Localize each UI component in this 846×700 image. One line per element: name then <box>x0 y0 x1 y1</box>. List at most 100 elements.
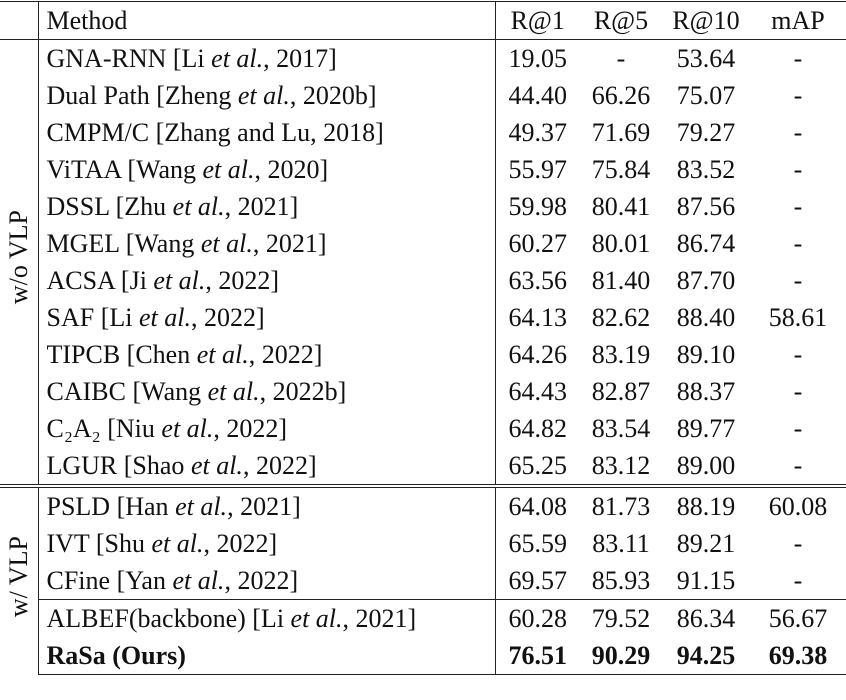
method-text: et al. <box>190 451 243 480</box>
value-cell: - <box>793 340 803 369</box>
method-cell: MGEL [Wang et al., 2021] <box>38 225 496 262</box>
method-cell: Dual Path [Zheng et al., 2020b] <box>38 77 496 114</box>
method-text: DSSL [Zhu <box>46 192 173 221</box>
method-cell: IVT [Shu et al., 2022] <box>38 525 496 562</box>
value-cell: - <box>793 266 803 295</box>
method-text: SAF [Li <box>46 303 139 332</box>
method-text: RaSa (Ours) <box>46 641 186 670</box>
table-row: MGEL [Wang et al., 2021] 60.27 80.01 86.74 - <box>0 225 846 262</box>
value-cell: 87.56 <box>676 192 736 221</box>
method-cell: PSLD [Han et al., 2021] <box>38 484 496 525</box>
value-cell: 60.28 <box>495 599 580 637</box>
table-row: w/ VLP PSLD [Han et al., 2021] 64.08 81.73 8… <box>0 484 846 675</box>
method-text: et al. <box>138 303 191 332</box>
value-cell: 86.34 <box>662 599 750 637</box>
value-cell: 76.51 <box>495 637 580 675</box>
column-header: Method <box>38 1 496 40</box>
table-row: C₂A₂ [Niu et al., 2022] 64.82 83.54 89.77 - <box>0 410 846 447</box>
method-text: , 2022b] <box>259 377 347 406</box>
value-cell: 82.62 <box>591 303 651 332</box>
table-row: RaSa (Ours) 76.51 90.29 94.25 69.38 <box>0 637 846 675</box>
value-cell: 65.59 <box>508 529 568 558</box>
value-cell: 89.10 <box>676 340 736 369</box>
method-text: CMPM/C [Zhang and Lu, 2018] <box>46 118 384 147</box>
group-label-cell: w/o VLP <box>0 39 39 486</box>
value-cell: - <box>616 44 626 73</box>
method-text: et al. <box>175 492 228 521</box>
table-row: CAIBC [Wang et al., 2022b] 64.43 82.87 88.3… <box>0 373 846 410</box>
value-cell: 59.98 <box>508 192 568 221</box>
value-cell: 69.57 <box>508 566 568 595</box>
method-text: , 2021] <box>342 604 417 633</box>
method-text: et al. <box>196 340 249 369</box>
value-cell: 88.40 <box>676 303 736 332</box>
method-text: et al. <box>200 229 253 258</box>
column-header: R@5 <box>580 1 662 40</box>
header-row: Method R@1 R@5 R@10 mAP <box>0 1 846 40</box>
value-cell: 79.52 <box>580 599 662 637</box>
group-header <box>0 1 39 40</box>
value-cell: 60.27 <box>508 229 568 258</box>
method-cell: LGUR [Shao et al., 2022] <box>38 447 496 486</box>
value-cell: - <box>793 118 803 147</box>
table-row: Dual Path [Zheng et al., 2020b] 44.40 66.2… <box>0 77 846 114</box>
value-cell: 89.77 <box>676 414 736 443</box>
method-text: , 2021] <box>224 192 299 221</box>
method-text: , 2022] <box>248 340 323 369</box>
value-cell: - <box>793 566 803 595</box>
value-cell: 64.82 <box>508 414 568 443</box>
method-text: IVT [Shu <box>46 529 152 558</box>
value-cell: 58.61 <box>768 303 828 332</box>
results-table: Method R@1 R@5 R@10 mAP w/o VLP GNA-RNN [Li et… <box>0 1 846 675</box>
method-cell: TIPCB [Chen et al., 2022] <box>38 336 496 373</box>
table-row: w/o VLP GNA-RNN [Li et al., 2017] 19.05-53… <box>0 39 846 486</box>
value-cell: 79.27 <box>676 118 736 147</box>
value-cell: 66.26 <box>591 81 651 110</box>
value-cell: 63.56 <box>508 266 568 295</box>
value-cell: 83.19 <box>591 340 651 369</box>
method-cell: CMPM/C [Zhang and Lu, 2018] <box>38 114 496 151</box>
method-text: et al. <box>211 44 264 73</box>
method-text: et al. <box>172 566 225 595</box>
value-cell: - <box>793 44 803 73</box>
method-cell: DSSL [Zhu et al., 2021] <box>38 188 496 225</box>
method-cell: C₂A₂ [Niu et al., 2022] <box>38 410 496 447</box>
column-header: R@10 <box>662 1 750 40</box>
method-text: , 2020b] <box>289 81 377 110</box>
method-cell: CFine [Yan et al., 2022] <box>38 562 496 600</box>
table-row: ALBEF(backbone) [Li et al., 2021] 60.28 79… <box>0 599 846 637</box>
value-cell: 83.54 <box>591 414 651 443</box>
method-cell: ALBEF(backbone) [Li et al., 2021] <box>38 599 496 637</box>
value-cell: 65.25 <box>508 451 568 480</box>
table-row: CMPM/C [Zhang and Lu, 2018] 49.37 71.69 79.… <box>0 114 846 151</box>
method-text: et al. <box>153 266 206 295</box>
value-cell: 83.52 <box>676 155 736 184</box>
value-cell: - <box>793 81 803 110</box>
method-text: , 2020] <box>254 155 329 184</box>
method-text: C₂A₂ [Niu <box>46 414 162 443</box>
value-cell: - <box>793 451 803 480</box>
value-cell: 71.69 <box>591 118 651 147</box>
value-cell: 94.25 <box>662 637 750 675</box>
column-header: mAP <box>750 1 846 40</box>
value-cell: 75.84 <box>591 155 651 184</box>
table-row: IVT [Shu et al., 2022] 65.59 83.11 89.21 - <box>0 525 846 562</box>
value-cell: 56.67 <box>750 599 846 637</box>
method-text: et al. <box>161 414 214 443</box>
method-cell: SAF [Li et al., 2022] <box>38 299 496 336</box>
table-row: ACSA [Ji et al., 2022] 63.56 81.40 87.70 - <box>0 262 846 299</box>
group-label: w/o VLP <box>3 209 33 305</box>
method-text: , 2022] <box>190 303 265 332</box>
value-cell: 80.41 <box>591 192 651 221</box>
value-cell: - <box>793 155 803 184</box>
value-cell: 89.00 <box>676 451 736 480</box>
method-text: , 2022] <box>224 566 299 595</box>
method-cell: RaSa (Ours) <box>38 637 496 675</box>
table-row: CFine [Yan et al., 2022] 69.57 85.93 91.15 - <box>0 562 846 600</box>
group-label-cell: w/ VLP <box>0 484 39 675</box>
value-cell: 86.74 <box>676 229 736 258</box>
value-cell: 91.15 <box>676 566 736 595</box>
method-text: ViTAA [Wang <box>46 155 203 184</box>
group-label: w/ VLP <box>3 535 33 617</box>
table-row: TIPCB [Chen et al., 2022] 64.26 83.19 89.10… <box>0 336 846 373</box>
